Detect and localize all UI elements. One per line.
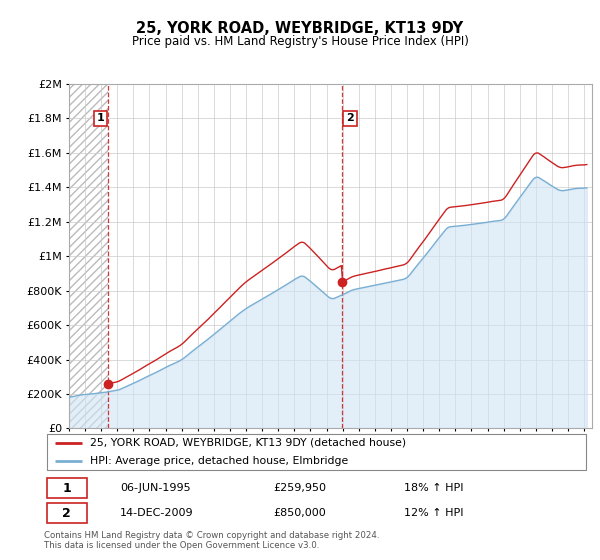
Text: 06-JUN-1995: 06-JUN-1995 xyxy=(120,483,191,493)
Text: 25, YORK ROAD, WEYBRIDGE, KT13 9DY: 25, YORK ROAD, WEYBRIDGE, KT13 9DY xyxy=(136,21,464,36)
Text: HPI: Average price, detached house, Elmbridge: HPI: Average price, detached house, Elmb… xyxy=(90,456,349,466)
Text: 14-DEC-2009: 14-DEC-2009 xyxy=(120,508,194,518)
FancyBboxPatch shape xyxy=(47,503,88,523)
Text: £259,950: £259,950 xyxy=(273,483,326,493)
FancyBboxPatch shape xyxy=(47,478,88,498)
Text: Price paid vs. HM Land Registry's House Price Index (HPI): Price paid vs. HM Land Registry's House … xyxy=(131,35,469,48)
FancyBboxPatch shape xyxy=(47,434,586,470)
Text: Contains HM Land Registry data © Crown copyright and database right 2024.
This d: Contains HM Land Registry data © Crown c… xyxy=(44,531,379,550)
Text: 1: 1 xyxy=(62,482,71,495)
Text: 1: 1 xyxy=(97,114,104,123)
Text: 2: 2 xyxy=(62,506,71,520)
Text: 12% ↑ HPI: 12% ↑ HPI xyxy=(404,508,464,518)
Text: 25, YORK ROAD, WEYBRIDGE, KT13 9DY (detached house): 25, YORK ROAD, WEYBRIDGE, KT13 9DY (deta… xyxy=(90,438,406,448)
Text: 18% ↑ HPI: 18% ↑ HPI xyxy=(404,483,464,493)
Bar xyxy=(69,84,108,428)
Text: 2: 2 xyxy=(346,114,354,123)
Text: £850,000: £850,000 xyxy=(273,508,326,518)
